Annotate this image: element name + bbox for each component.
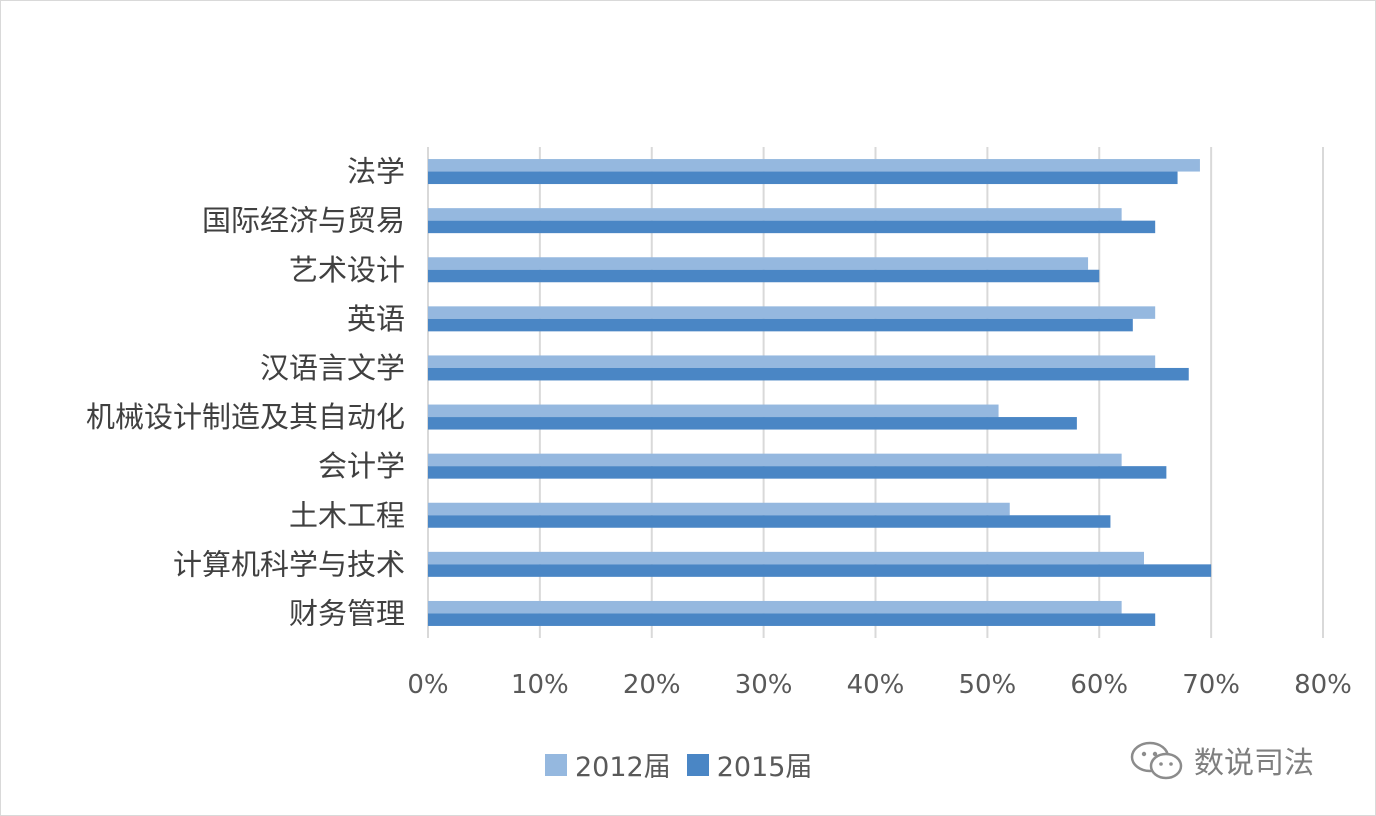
category-label: 财务管理 — [289, 596, 405, 630]
x-tick-label: 30% — [735, 670, 793, 700]
bar-2015届 — [428, 515, 1111, 528]
bar-2012届 — [428, 159, 1200, 172]
x-tick-label: 50% — [958, 670, 1016, 700]
category-label: 土木工程 — [289, 498, 405, 532]
category-label: 国际经济与贸易 — [202, 204, 405, 238]
bar-2012届 — [428, 502, 1010, 516]
bar-2015届 — [428, 269, 1100, 283]
wechat-icon — [1130, 741, 1183, 780]
x-tick-label: 0% — [407, 670, 448, 700]
category-label: 会计学 — [318, 449, 405, 483]
bar-2015届 — [428, 171, 1178, 185]
category-label: 计算机科学与技术 — [173, 547, 405, 581]
category-label: 汉语言文学 — [260, 351, 405, 385]
legend-item-2015: 2015届 — [686, 745, 813, 784]
watermark-text: 数说司法 — [1194, 746, 1314, 781]
watermark: 数说司法 — [1128, 738, 1314, 782]
legend: 2012届 2015届 — [545, 745, 812, 784]
bar-2015届 — [428, 417, 1077, 430]
legend-item-2012: 2012届 — [545, 745, 671, 784]
legend-swatch-2012 — [545, 753, 567, 776]
bar-2012届 — [428, 453, 1122, 467]
bar-2012届 — [428, 355, 1156, 368]
bar-2015届 — [428, 220, 1156, 234]
x-tick-label: 20% — [623, 670, 681, 700]
category-label: 艺术设计 — [289, 253, 405, 287]
bar-2012届 — [428, 208, 1122, 221]
x-tick-label: 40% — [847, 670, 905, 700]
legend-label-2012: 2012届 — [575, 752, 671, 783]
bar-2015届 — [428, 466, 1167, 479]
x-tick-label: 80% — [1294, 670, 1352, 700]
bar-2012届 — [428, 306, 1156, 319]
x-tick-label: 10% — [511, 670, 569, 700]
bar-2012届 — [428, 551, 1144, 565]
category-label: 机械设计制造及其自动化 — [86, 400, 405, 434]
bar-2015届 — [428, 367, 1189, 381]
bar-2012届 — [428, 404, 999, 418]
bar-2012届 — [428, 257, 1089, 270]
x-tick-label: 70% — [1182, 670, 1240, 700]
bar-2012届 — [428, 600, 1122, 614]
legend-swatch-2015 — [686, 753, 709, 776]
bar-2015届 — [428, 318, 1133, 332]
bar-2015届 — [428, 613, 1156, 626]
bar-2015届 — [428, 564, 1212, 577]
category-label: 法学 — [347, 155, 405, 189]
legend-label-2015: 2015届 — [716, 752, 813, 783]
x-tick-label: 60% — [1070, 670, 1128, 700]
category-label: 英语 — [347, 302, 405, 336]
